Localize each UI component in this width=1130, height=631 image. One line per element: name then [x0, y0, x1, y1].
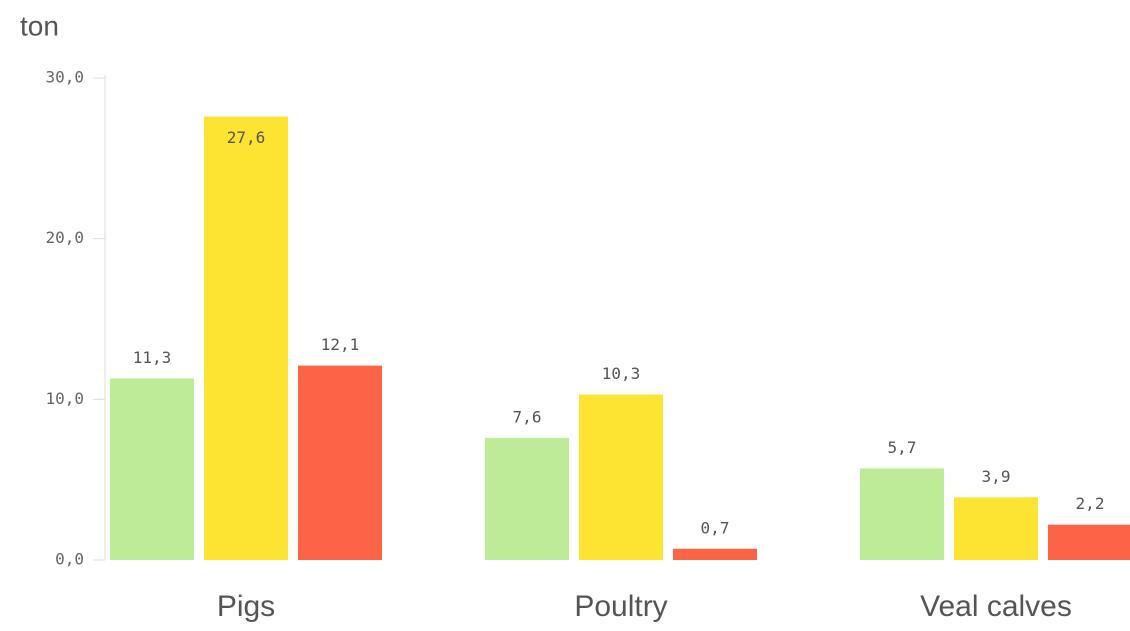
bar — [1048, 524, 1130, 560]
x-tick-label: Veal calves — [920, 590, 1072, 623]
value-label: 2,2 — [1076, 494, 1105, 513]
x-tick-label: Poultry — [574, 590, 667, 623]
bar — [673, 548, 757, 560]
bar — [485, 437, 569, 560]
bar — [579, 394, 663, 560]
y-tick-label: 30,0 — [45, 68, 84, 87]
bar — [298, 365, 382, 560]
x-tick-label: Pigs — [217, 590, 275, 623]
bar — [954, 497, 1038, 560]
value-label: 5,7 — [888, 438, 917, 457]
bar — [860, 468, 944, 560]
y-tick-label: 0,0 — [55, 550, 84, 569]
y-tick-label: 20,0 — [45, 228, 84, 247]
y-axis-label: ton — [20, 10, 59, 41]
y-tick-label: 10,0 — [45, 389, 84, 408]
value-label: 10,3 — [602, 364, 641, 383]
value-label: 0,7 — [701, 518, 730, 537]
bar — [110, 378, 194, 560]
value-label: 27,6 — [227, 128, 266, 147]
value-label: 11,3 — [133, 348, 172, 367]
value-label: 7,6 — [513, 407, 542, 426]
value-label: 12,1 — [321, 335, 360, 354]
value-label: 3,9 — [982, 467, 1011, 486]
bar — [204, 116, 288, 560]
